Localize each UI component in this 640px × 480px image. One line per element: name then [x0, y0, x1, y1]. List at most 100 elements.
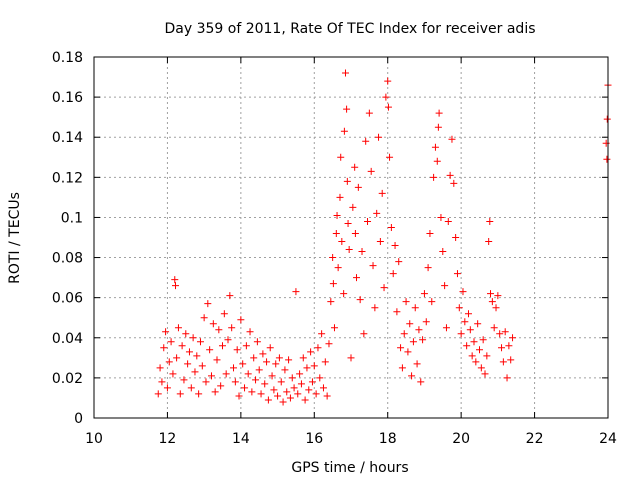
- data-point: [344, 219, 352, 227]
- data-point: [250, 354, 258, 362]
- data-point: [442, 324, 450, 332]
- data-point: [230, 364, 238, 372]
- data-point: [358, 248, 366, 256]
- x-tick-label: 22: [526, 431, 544, 447]
- data-point: [452, 234, 460, 241]
- y-axis-label: ROTI / TECUs: [7, 192, 23, 284]
- data-point: [371, 304, 379, 312]
- data-point: [340, 290, 348, 298]
- data-point: [174, 324, 182, 332]
- data-point: [226, 292, 234, 300]
- data-point: [202, 378, 210, 386]
- data-point: [215, 326, 223, 334]
- data-point: [330, 324, 338, 332]
- data-point: [294, 390, 302, 398]
- axis-ticks: [93, 56, 609, 419]
- y-tick-label: 0: [74, 411, 83, 427]
- data-point: [297, 380, 305, 388]
- data-point: [207, 372, 215, 380]
- data-point: [404, 348, 412, 356]
- data-point: [433, 157, 441, 165]
- data-point: [496, 330, 504, 338]
- data-point: [411, 304, 419, 312]
- data-point: [453, 270, 461, 278]
- data-point: [308, 378, 316, 386]
- y-tick-label: 0.12: [52, 170, 83, 186]
- data-point: [503, 374, 511, 382]
- data-point: [176, 390, 184, 398]
- data-point: [376, 238, 384, 246]
- data-point: [424, 264, 432, 272]
- data-point: [162, 328, 170, 336]
- data-point: [219, 342, 226, 350]
- data-point: [185, 348, 193, 356]
- data-point: [211, 388, 219, 396]
- data-point: [158, 378, 166, 386]
- data-point: [422, 318, 430, 326]
- data-point: [154, 390, 162, 398]
- data-point: [310, 362, 318, 370]
- data-point: [353, 274, 361, 282]
- data-points: [154, 69, 612, 406]
- data-point: [384, 103, 392, 111]
- data-point: [468, 352, 476, 360]
- data-point: [233, 346, 241, 354]
- data-point: [426, 229, 434, 237]
- data-point: [369, 262, 377, 270]
- data-point: [486, 217, 494, 225]
- data-point: [178, 342, 186, 350]
- data-point: [336, 193, 344, 201]
- data-point: [220, 310, 228, 318]
- data-point: [224, 336, 232, 344]
- data-point: [191, 368, 199, 376]
- data-point: [184, 360, 192, 368]
- y-tick-label: 0.06: [52, 291, 83, 307]
- data-point: [483, 352, 491, 360]
- data-point: [384, 77, 392, 85]
- data-point: [275, 354, 283, 362]
- data-point: [509, 334, 517, 342]
- data-point: [213, 356, 221, 364]
- data-point: [406, 320, 414, 328]
- x-tick-label: 12: [159, 431, 177, 447]
- data-point: [182, 330, 190, 338]
- data-point: [408, 372, 416, 380]
- data-point: [167, 338, 175, 346]
- data-point: [248, 388, 256, 396]
- data-point: [507, 356, 515, 364]
- data-point: [252, 376, 260, 384]
- data-point: [485, 238, 493, 246]
- data-point: [169, 370, 177, 378]
- data-point: [296, 370, 304, 378]
- data-point: [323, 392, 331, 400]
- data-point: [492, 304, 500, 312]
- data-point: [481, 370, 489, 378]
- data-point: [431, 143, 439, 151]
- data-point: [235, 392, 243, 400]
- data-point: [337, 153, 345, 161]
- data-point: [321, 358, 329, 366]
- data-point: [490, 324, 498, 332]
- data-point: [420, 290, 428, 298]
- data-point: [494, 292, 502, 300]
- x-tick-label: 20: [452, 431, 470, 447]
- y-tick-label: 0.04: [52, 331, 83, 347]
- data-point: [444, 217, 452, 225]
- data-point: [387, 223, 395, 231]
- data-point: [165, 358, 173, 366]
- data-point: [274, 392, 282, 400]
- data-point: [351, 229, 359, 237]
- chart-title: Day 359 of 2011, Rate Of TEC Index for r…: [164, 21, 535, 37]
- data-point: [603, 115, 611, 123]
- x-tick-label: 16: [305, 431, 323, 447]
- data-point: [477, 364, 485, 372]
- data-point: [314, 344, 322, 352]
- data-point: [351, 163, 359, 171]
- data-point: [375, 133, 383, 141]
- data-point: [173, 354, 181, 362]
- data-point: [459, 288, 467, 296]
- data-point: [488, 298, 496, 306]
- data-point: [343, 177, 351, 185]
- data-point: [499, 358, 507, 366]
